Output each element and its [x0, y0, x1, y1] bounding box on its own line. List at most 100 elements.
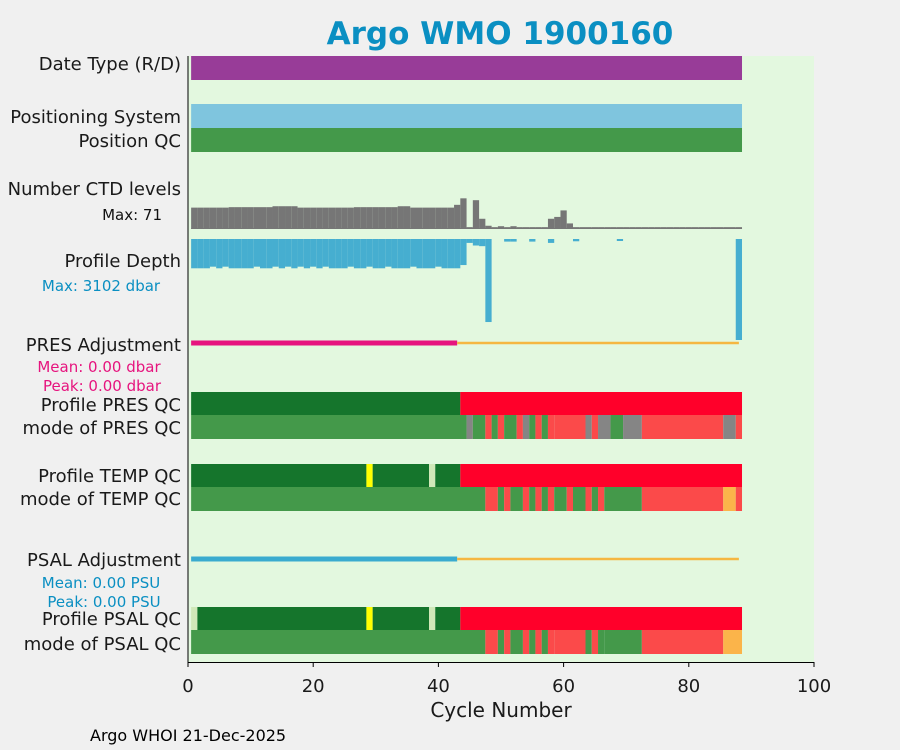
qc-segment-4-9	[529, 415, 536, 439]
qc-segment-6-11	[566, 487, 573, 511]
qc-segment-6-6	[529, 487, 536, 511]
ctd-bar	[579, 227, 586, 229]
ctd-bar	[385, 207, 392, 229]
qc-segment-4-6	[504, 415, 517, 439]
ctd-bar	[673, 227, 680, 229]
depth-bar	[303, 239, 311, 269]
qc-segment-6-13	[585, 487, 592, 511]
ctd-bar	[378, 207, 386, 229]
ctd-bar	[485, 225, 492, 229]
label-profile-temp-qc: Profile TEMP QC	[38, 466, 181, 487]
qc-segment-8-15	[641, 630, 724, 654]
qc-segment-4-5	[497, 415, 505, 439]
depth-bar	[403, 239, 411, 269]
qc-segment-4-12	[547, 415, 555, 439]
depth-bar	[360, 239, 367, 269]
psal-peak-label: Peak: 0.00 PSU	[47, 593, 160, 611]
qc-segment-3-1	[460, 392, 743, 415]
ctd-bar	[228, 207, 235, 229]
ctd-bar	[654, 227, 661, 229]
qc-segment-4-19	[641, 415, 724, 439]
ctd-bar	[529, 227, 536, 229]
ctd-max-label: Max: 71	[102, 206, 162, 224]
ctd-bar	[698, 227, 705, 229]
qc-segment-8-5	[522, 630, 530, 654]
depth-bar	[203, 239, 210, 269]
ctd-bar	[247, 207, 254, 229]
depth-bar	[341, 239, 348, 269]
depth-max-label: Max: 3102 dbar	[42, 277, 161, 295]
ctd-bar	[547, 218, 555, 229]
ctd-bar	[203, 207, 210, 229]
qc-segment-6-16	[604, 487, 642, 511]
qc-segment-2-0	[191, 128, 743, 152]
depth-bar	[510, 239, 517, 242]
label-profile-pres-qc: Profile PRES QC	[41, 395, 181, 416]
label-mode-pres-qc: mode of PRES QC	[23, 418, 181, 439]
x-tick-label: 100	[797, 676, 831, 697]
ctd-bar	[303, 207, 311, 229]
depth-bar	[429, 239, 436, 269]
depth-bar	[372, 239, 379, 269]
depth-bar	[391, 239, 398, 269]
x-tick-label: 80	[677, 676, 700, 697]
ctd-bar	[353, 207, 361, 229]
ctd-bar	[679, 227, 686, 229]
depth-bar	[422, 239, 430, 269]
qc-segment-6-12	[572, 487, 586, 511]
qc-segment-8-4	[510, 630, 523, 654]
ctd-bar	[641, 227, 649, 229]
ctd-bar	[723, 227, 730, 229]
ctd-bar	[610, 227, 617, 229]
qc-segment-6-2	[497, 487, 505, 511]
ctd-bar	[278, 206, 286, 229]
ctd-bar	[429, 207, 436, 229]
qc-segment-0-0	[191, 56, 743, 80]
qc-segment-4-3	[485, 415, 492, 439]
ctd-bar	[566, 223, 573, 229]
psal-mean-label: Mean: 0.00 PSU	[42, 574, 160, 592]
ctd-bar	[328, 207, 336, 229]
ctd-bar	[372, 207, 379, 229]
depth-bar	[366, 239, 373, 267]
depth-bar	[328, 239, 336, 269]
ctd-bar	[259, 207, 267, 229]
ctd-bar	[691, 227, 699, 229]
qc-segment-4-18	[623, 415, 642, 439]
x-tick-label: 20	[302, 676, 325, 697]
ctd-bar	[447, 207, 455, 229]
ctd-bar	[416, 207, 423, 229]
qc-segment-8-10	[554, 630, 586, 654]
qc-segment-5-0	[191, 464, 367, 487]
qc-segment-8-1	[485, 630, 498, 654]
qc-segment-6-15	[598, 487, 605, 511]
qc-segment-6-7	[535, 487, 542, 511]
depth-bar	[253, 239, 260, 267]
depth-bar	[234, 239, 242, 269]
qc-segment-4-20	[723, 415, 736, 439]
ctd-bar	[454, 204, 461, 229]
depth-bar	[241, 239, 248, 269]
ctd-bar	[222, 207, 229, 229]
qc-segment-6-18	[723, 487, 736, 511]
depth-bar	[378, 239, 386, 269]
ctd-bar	[197, 207, 204, 229]
qc-segment-7-6	[460, 607, 743, 630]
ctd-bar	[234, 207, 242, 229]
qc-segment-7-3	[372, 607, 430, 630]
qc-segment-8-13	[598, 630, 605, 654]
qc-segment-8-8	[541, 630, 548, 654]
ctd-bar	[648, 227, 655, 229]
qc-segment-4-17	[610, 415, 624, 439]
x-tick-label: 0	[182, 676, 193, 697]
ctd-bar	[729, 227, 736, 229]
depth-bar	[529, 239, 536, 242]
ctd-bar	[285, 206, 292, 229]
label-pres-adjustment: PRES Adjustment	[26, 335, 181, 356]
ctd-bar	[341, 207, 348, 229]
qc-segment-4-15	[591, 415, 599, 439]
qc-segment-8-2	[497, 630, 505, 654]
ctd-bar	[291, 206, 298, 229]
